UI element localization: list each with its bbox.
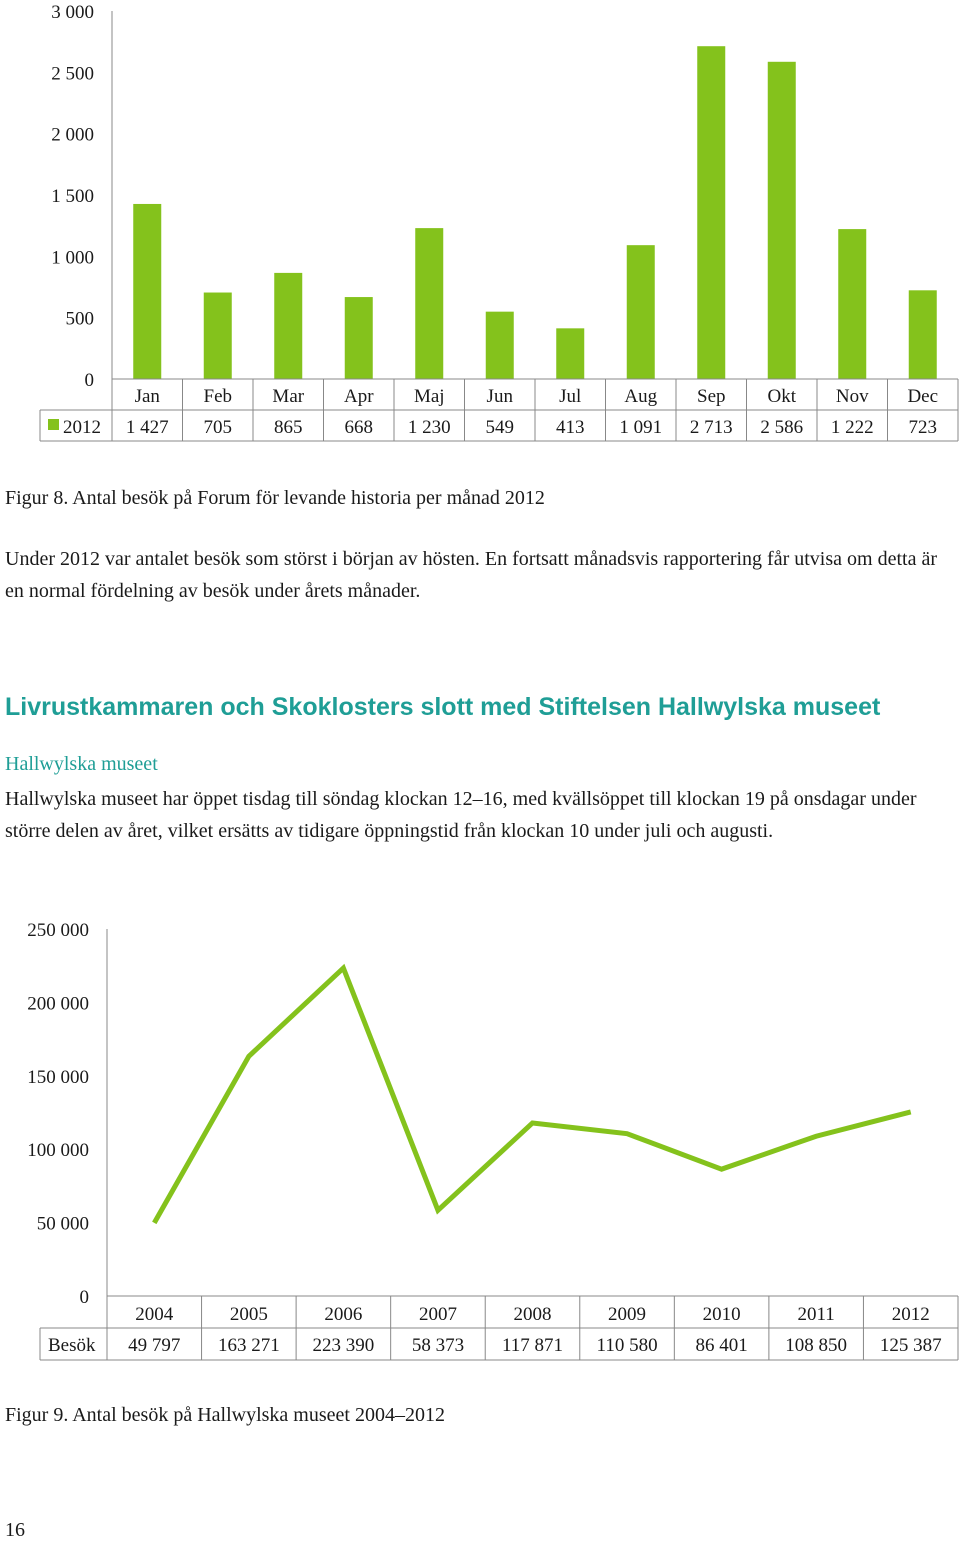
data-table: Jan Feb Mar Apr Maj Jun Jul Aug Sep Okt Nov Dec 2012… xyxy=(39,378,959,442)
data-label: 413 xyxy=(556,417,585,438)
x-tick-label: 2010 xyxy=(703,1304,741,1325)
paragraph-hallwylska-opening-hours: Hallwylska museet har öppet tisdag till … xyxy=(5,788,917,842)
x-tick-label: Feb xyxy=(204,386,233,407)
series-line-besok xyxy=(152,963,912,1225)
y-tick-label: 250 000 xyxy=(27,920,89,941)
monthly-visits-bar-chart: 3 000 2 500 2 000 1 500 1 000 500 0 Jan Feb Mar A… xyxy=(39,2,959,442)
bar-nov xyxy=(838,229,867,379)
data-label: 108 850 xyxy=(785,1335,847,1356)
bar-apr xyxy=(344,297,373,379)
y-tick-label: 50 000 xyxy=(37,1214,89,1235)
x-tick-label: 2006 xyxy=(324,1304,362,1325)
bar-dec xyxy=(908,290,937,379)
data-table: 2004 2005 2006 2007 2008 2009 2010 2011 2012 Besö… xyxy=(39,1295,959,1361)
data-label: 2 713 xyxy=(690,417,733,438)
y-tick-label: 0 xyxy=(80,1287,90,1308)
x-tick-label: Jan xyxy=(135,386,161,407)
y-axis-ticks: 3 000 2 500 2 000 1 500 1 000 500 0 xyxy=(51,2,94,391)
data-label: 125 387 xyxy=(880,1335,942,1356)
data-label: 163 271 xyxy=(218,1335,280,1356)
data-label: 723 xyxy=(909,417,938,438)
series-name-label: 2012 xyxy=(63,417,101,438)
legend-swatch xyxy=(48,419,59,430)
x-tick-label: Maj xyxy=(414,386,445,407)
data-label: 1 427 xyxy=(126,417,169,438)
data-label: 549 xyxy=(486,417,515,438)
yearly-visits-line-chart: 250 000 200 000 150 000 100 000 50 000 0 2004… xyxy=(27,920,959,1361)
x-tick-label: 2008 xyxy=(514,1304,552,1325)
data-label: 705 xyxy=(204,417,233,438)
y-tick-label: 150 000 xyxy=(27,1067,89,1088)
y-axis-ticks: 250 000 200 000 150 000 100 000 50 000 0 xyxy=(27,920,89,1308)
figure-8-caption: Figur 8. Antal besök på Forum för levand… xyxy=(5,487,545,509)
x-tick-label: 2012 xyxy=(892,1304,930,1325)
figure-9-caption: Figur 9. Antal besök på Hallwylska musee… xyxy=(5,1404,445,1426)
data-label: 117 871 xyxy=(502,1335,563,1356)
data-label: 668 xyxy=(345,417,374,438)
x-tick-label: 2011 xyxy=(798,1304,835,1325)
bar-jun xyxy=(485,311,514,379)
x-tick-label: Okt xyxy=(768,386,797,407)
page-number: 16 xyxy=(5,1519,25,1541)
bars xyxy=(133,46,937,380)
bar-aug xyxy=(626,245,655,379)
x-tick-label: 2007 xyxy=(419,1304,457,1325)
bar-jan xyxy=(133,203,162,379)
subsection-heading: Hallwylska museet xyxy=(5,753,158,775)
bar-feb xyxy=(203,292,232,379)
data-label: 223 390 xyxy=(313,1335,375,1356)
y-tick-label: 3 000 xyxy=(51,2,94,23)
data-label: 49 797 xyxy=(128,1335,180,1356)
x-tick-label: Jun xyxy=(487,386,514,407)
y-tick-label: 500 xyxy=(66,309,95,330)
data-label: 1 222 xyxy=(831,417,874,438)
x-tick-label: Nov xyxy=(836,386,869,407)
x-tick-label: Apr xyxy=(344,386,374,407)
bar-jul xyxy=(556,328,585,379)
x-tick-label: Mar xyxy=(272,386,304,407)
x-tick-label: Sep xyxy=(697,386,726,407)
y-tick-label: 0 xyxy=(85,370,95,391)
data-label: 1 230 xyxy=(408,417,451,438)
x-tick-label: Jul xyxy=(559,386,581,407)
y-tick-label: 100 000 xyxy=(27,1140,89,1161)
data-label: 2 586 xyxy=(760,417,803,438)
bar-mar xyxy=(274,272,303,379)
bar-maj xyxy=(415,228,444,379)
data-label: 865 xyxy=(274,417,303,438)
y-tick-label: 2 000 xyxy=(51,125,94,146)
x-tick-label: 2009 xyxy=(608,1304,646,1325)
section-heading: Livrustkammaren och Skoklosters slott me… xyxy=(5,693,881,721)
x-tick-label: Aug xyxy=(624,386,657,407)
data-label: 110 580 xyxy=(597,1335,658,1356)
data-label: 86 401 xyxy=(695,1335,747,1356)
y-tick-label: 1 000 xyxy=(51,247,94,268)
paragraph-forum-summary: Under 2012 var antalet besök som störst … xyxy=(5,548,937,602)
y-tick-label: 1 500 xyxy=(51,186,94,207)
bar-okt xyxy=(767,61,796,380)
bar-sep xyxy=(697,46,726,380)
series-name-label: Besök xyxy=(48,1335,96,1356)
data-label: 1 091 xyxy=(619,417,662,438)
y-tick-label: 200 000 xyxy=(27,993,89,1014)
data-label: 58 373 xyxy=(412,1335,464,1356)
x-tick-label: Dec xyxy=(907,386,938,407)
x-tick-label: 2004 xyxy=(135,1304,174,1325)
x-tick-label: 2005 xyxy=(230,1304,268,1325)
y-tick-label: 2 500 xyxy=(51,63,94,84)
